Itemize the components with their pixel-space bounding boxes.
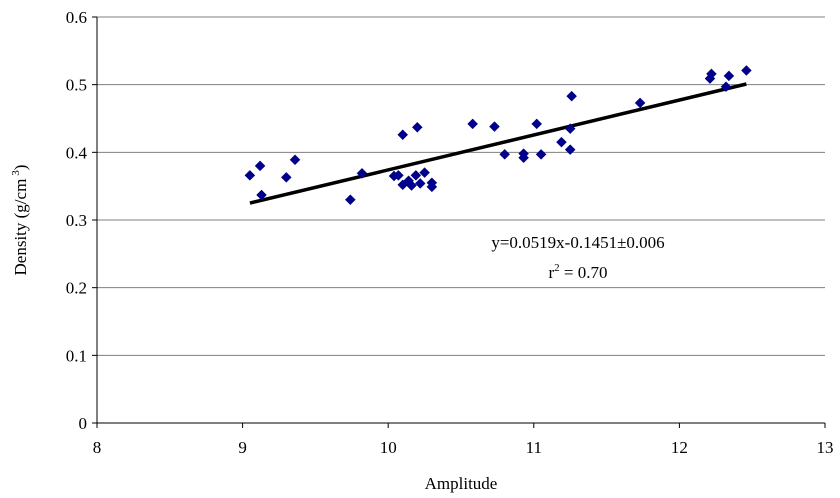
data-point <box>564 123 576 135</box>
data-point <box>535 149 547 160</box>
data-point <box>393 169 404 181</box>
data-point <box>566 90 578 102</box>
x-tick-label: 9 <box>238 438 247 457</box>
x-tick-label: 11 <box>526 438 542 457</box>
data-point <box>406 180 417 191</box>
y-axis-label: Density (g/cm 3) <box>10 165 30 276</box>
y-tick-label: 0.6 <box>66 8 87 27</box>
data-point <box>741 65 752 76</box>
y-tick-label: 0.2 <box>66 279 87 298</box>
data-point <box>410 169 422 181</box>
r2-prefix: r <box>548 263 554 282</box>
y-axis-label-main: Density (g/cm <box>11 179 30 276</box>
equation-annotation: y=0.0519x-0.1451±0.006 <box>491 233 664 252</box>
data-point <box>254 160 266 172</box>
y-axis-label-close: ) <box>11 165 30 171</box>
y-tick-label: 0.5 <box>66 76 87 95</box>
data-point <box>564 144 576 155</box>
data-point <box>256 189 267 201</box>
data-point <box>518 152 529 164</box>
data-point <box>706 68 717 80</box>
data-point <box>244 169 256 181</box>
x-tick-label: 8 <box>93 438 102 457</box>
y-tick-label: 0.4 <box>66 143 88 162</box>
data-point <box>289 154 301 166</box>
ticks-layer: 0 0.1 0.2 0.3 0.4 0.5 0.6 8 9 10 11 12 13 <box>66 8 834 457</box>
trend-layer <box>249 82 747 205</box>
data-point <box>397 129 409 141</box>
y-tick-label: 0 <box>79 414 88 433</box>
data-point <box>426 181 438 193</box>
y-tick-label: 0.3 <box>66 211 87 230</box>
grid-layer <box>97 16 825 356</box>
r2-superscript: 2 <box>554 262 560 274</box>
x-tick-label: 10 <box>380 438 397 457</box>
data-point <box>556 136 567 148</box>
x-tick-label: 13 <box>817 438 834 457</box>
data-point <box>411 121 423 133</box>
data-point <box>280 172 292 183</box>
r2-suffix: = 0.70 <box>560 263 608 282</box>
x-tick-label: 12 <box>671 438 688 457</box>
data-point <box>499 149 511 160</box>
data-point <box>419 167 430 178</box>
data-point <box>634 97 646 109</box>
data-point <box>531 118 543 130</box>
data-point <box>356 167 368 179</box>
data-point <box>467 118 479 130</box>
x-axis-label: Amplitude <box>425 474 498 493</box>
data-point <box>723 70 735 82</box>
data-point <box>344 194 356 206</box>
r2-annotation: r2 = 0.70 <box>548 262 607 282</box>
data-point <box>489 121 500 132</box>
y-axis-label-sup: 3 <box>10 170 22 176</box>
data-point <box>414 178 426 189</box>
trendline <box>249 82 747 205</box>
y-tick-label: 0.1 <box>66 346 87 365</box>
points-layer <box>244 65 752 206</box>
data-point <box>720 81 732 93</box>
